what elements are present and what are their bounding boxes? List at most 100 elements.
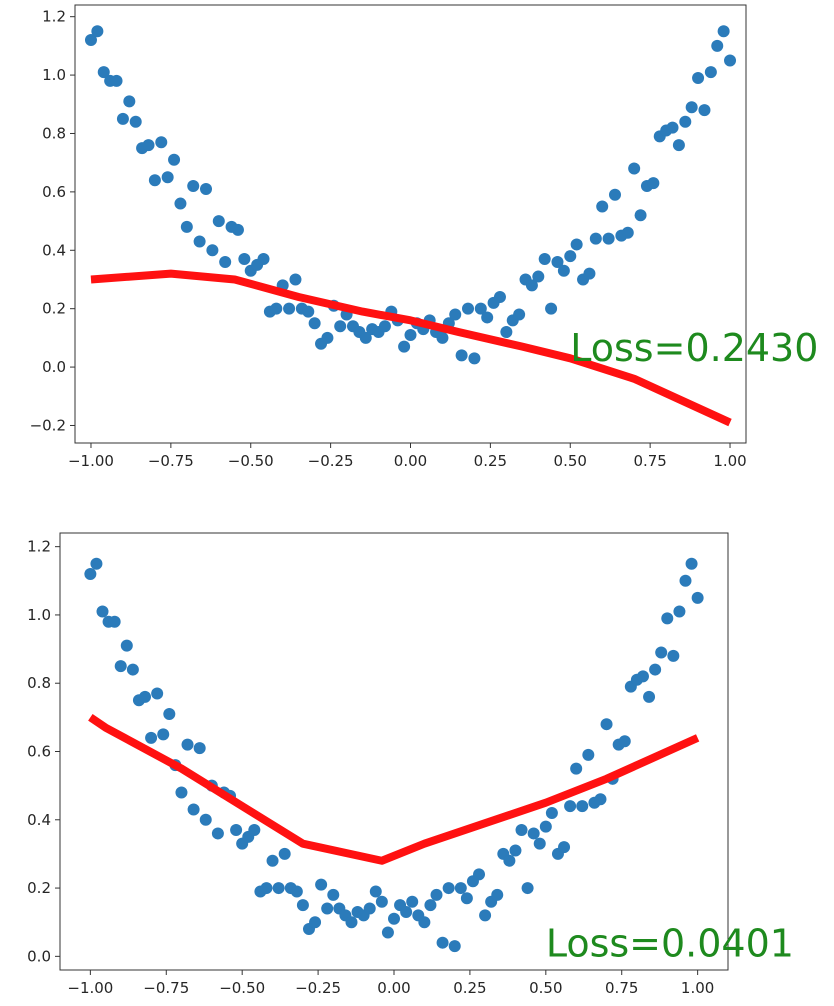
scatter-point (155, 136, 168, 149)
x-tick-label: 1.00 (713, 452, 746, 470)
x-tick-label: −0.25 (308, 452, 354, 470)
scatter-point (378, 320, 391, 333)
scatter-point (582, 748, 595, 761)
y-tick-label: 0.8 (42, 124, 66, 142)
scatter-point (308, 317, 321, 330)
scatter-point (618, 735, 631, 748)
scatter-point (97, 66, 110, 79)
x-tick-label: 0.00 (394, 452, 427, 470)
scatter-point (602, 232, 615, 245)
scatter-point (724, 54, 737, 67)
x-tick-label: −0.75 (143, 979, 189, 997)
scatter-point (139, 690, 152, 703)
scatter-point (388, 912, 400, 925)
scatter-point (570, 238, 583, 251)
x-tick-label: 0.75 (605, 979, 638, 997)
scatter-point (455, 349, 468, 362)
scatter-point (206, 244, 219, 257)
scatter-point (533, 837, 546, 850)
scatter-point (120, 639, 133, 652)
scatter-point (309, 916, 322, 929)
scatter-point (193, 235, 206, 248)
y-tick-label: 0.2 (27, 879, 51, 897)
y-tick-label: 1.2 (42, 8, 66, 26)
scatter-point (114, 660, 127, 673)
scatter-point (468, 352, 481, 365)
y-tick-label: 0.0 (42, 358, 66, 376)
scatter-point (589, 232, 602, 245)
scatter-point (302, 305, 315, 318)
scatter-point (108, 615, 121, 628)
scatter-point (296, 899, 309, 912)
scatter-point (661, 612, 674, 625)
scatter-point (621, 226, 634, 239)
scatter-point (381, 926, 394, 939)
scatter-point (685, 557, 698, 570)
scatter-point (398, 340, 411, 353)
scatter-point (525, 279, 538, 292)
scatter-point (539, 820, 552, 833)
scatter-point (564, 800, 577, 813)
scatter-point (717, 25, 730, 38)
scatter-point (685, 101, 698, 114)
scatter-point (679, 115, 692, 128)
y-tick-label: 0.0 (27, 947, 51, 965)
scatter-point (129, 115, 142, 128)
scatter-point (600, 718, 613, 731)
scatter-point (576, 800, 589, 813)
scatter-point (474, 302, 487, 315)
scatter-point (148, 174, 161, 187)
scatter-point (123, 95, 136, 108)
scatter-point (266, 854, 279, 867)
scatter-point (673, 605, 686, 618)
y-tick-label: 1.0 (27, 606, 51, 624)
scatter-point (142, 139, 155, 152)
fit-line (88, 714, 700, 865)
scatter-point (608, 188, 621, 201)
scatter-point (359, 331, 372, 344)
scatter-point (151, 687, 164, 700)
axes-frame (74, 4, 747, 444)
scatter-point (181, 738, 194, 751)
scatter-point (272, 882, 285, 895)
scatter-point (509, 844, 522, 857)
scatter-point (500, 326, 513, 339)
scatter-point (493, 291, 506, 303)
x-tick-label: −0.50 (228, 452, 274, 470)
scatter-point (527, 827, 540, 840)
bottom-chart: −1.00 −0.75 −0.50 −0.25 0.00 0.25 0.50 0.75 1.00… (27, 532, 794, 997)
y-tick-label: −0.2 (30, 416, 66, 434)
top-chart: −1.00 −0.75 −0.50 −0.25 0.00 0.25 0.50 0.75 1.00… (30, 4, 818, 470)
scatter-point (634, 209, 647, 222)
scatter-point (667, 649, 680, 662)
scatter-point (513, 308, 526, 321)
scatter-point (503, 854, 516, 867)
y-tick-label: 0.6 (42, 183, 66, 201)
scatter-point (551, 255, 564, 268)
scatter-point (145, 731, 158, 744)
scatter-point (345, 916, 358, 929)
scatter-point (270, 302, 283, 315)
scatter-point (454, 882, 467, 895)
scatter-point (628, 162, 641, 175)
scatter-point (363, 902, 376, 915)
scatter-point (163, 707, 176, 720)
scatter-point (418, 916, 431, 929)
scatter-point (369, 885, 382, 898)
scatter-point (649, 663, 662, 676)
scatter-point (515, 824, 528, 837)
scatter-point (257, 253, 270, 266)
scatter-point (334, 320, 347, 333)
scatter-point (424, 899, 437, 912)
scatter-point (436, 936, 449, 949)
scatter-point (545, 302, 558, 315)
scatter-point (596, 200, 609, 213)
scatter-point (557, 264, 570, 277)
scatter-point (564, 250, 577, 263)
scatter-point (126, 663, 139, 676)
scatter-point (704, 66, 717, 79)
scatter-point (532, 270, 545, 283)
scatter-point (283, 302, 296, 315)
scatter-point (91, 25, 104, 38)
